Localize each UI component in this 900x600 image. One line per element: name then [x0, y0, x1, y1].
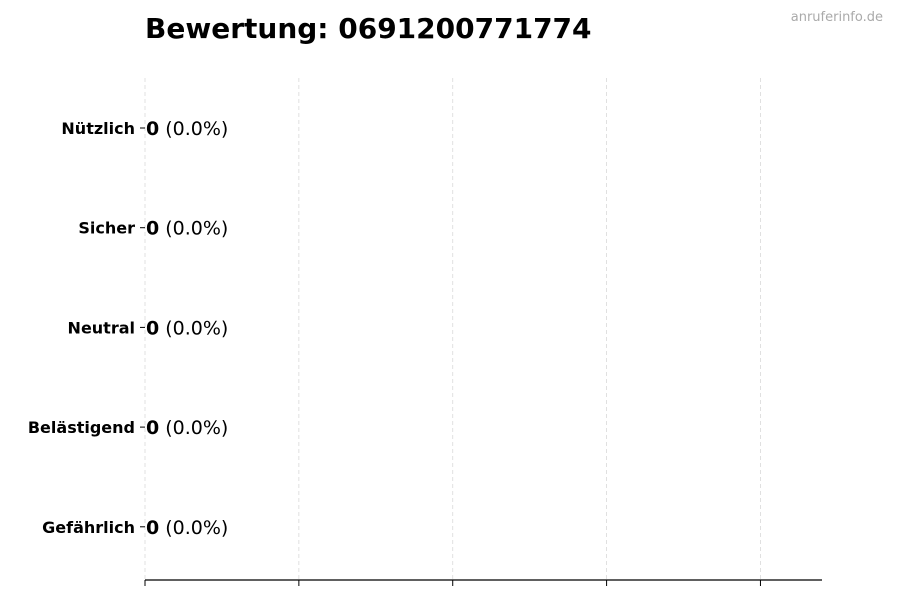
data-label-percent: (0.0%): [165, 417, 228, 439]
data-label-count: 0: [146, 517, 159, 539]
data-label-percent: (0.0%): [165, 517, 228, 539]
data-label-count: 0: [146, 317, 159, 339]
data-label-percent: (0.0%): [165, 218, 228, 240]
data-label: 0 (0.0%): [146, 218, 228, 240]
data-label: 0 (0.0%): [146, 417, 228, 439]
category-label: Gefährlich: [42, 518, 135, 537]
watermark: anruferinfo.de: [790, 10, 883, 25]
data-label-percent: (0.0%): [165, 118, 228, 140]
category-label: Belästigend: [28, 418, 135, 437]
data-label: 0 (0.0%): [146, 517, 228, 539]
data-label-count: 0: [146, 218, 159, 240]
data-label-count: 0: [146, 417, 159, 439]
category-label: Sicher: [78, 219, 135, 238]
data-label-count: 0: [146, 118, 159, 140]
category-label: Nützlich: [61, 119, 135, 138]
data-label: 0 (0.0%): [146, 118, 228, 140]
data-label: 0 (0.0%): [146, 317, 228, 339]
data-label-percent: (0.0%): [165, 317, 228, 339]
category-label: Neutral: [68, 318, 135, 337]
chart-title: Bewertung: 0691200771774: [145, 12, 592, 45]
